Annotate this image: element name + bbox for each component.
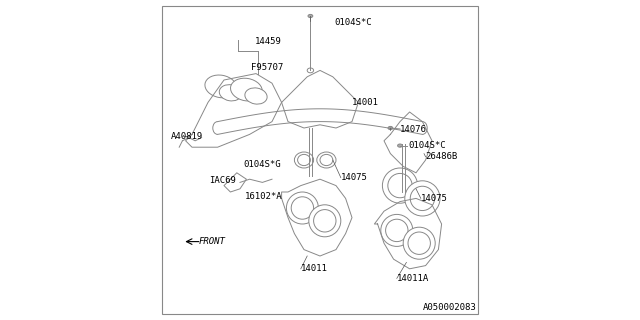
Ellipse shape [294, 152, 314, 168]
Text: 14011: 14011 [301, 264, 328, 273]
Circle shape [309, 205, 341, 237]
Text: A050002083: A050002083 [422, 303, 476, 312]
Circle shape [388, 173, 412, 198]
Ellipse shape [298, 155, 310, 166]
Text: 14459: 14459 [254, 37, 281, 46]
Circle shape [410, 186, 435, 211]
Circle shape [404, 181, 440, 216]
Ellipse shape [245, 88, 267, 104]
Text: 0104S*G: 0104S*G [243, 160, 281, 169]
Text: 14001: 14001 [352, 98, 379, 107]
Text: 0104S*C: 0104S*C [334, 18, 372, 27]
Text: 16102*A: 16102*A [245, 192, 282, 201]
Text: 14075: 14075 [421, 194, 447, 203]
Text: 0104S*C: 0104S*C [408, 141, 445, 150]
Text: A40819: A40819 [172, 132, 204, 140]
Ellipse shape [308, 14, 313, 18]
Ellipse shape [397, 144, 403, 147]
Circle shape [381, 214, 413, 246]
Circle shape [385, 219, 408, 242]
Ellipse shape [205, 75, 237, 98]
Text: 14075: 14075 [340, 173, 367, 182]
Ellipse shape [388, 126, 393, 130]
Circle shape [408, 232, 431, 254]
Circle shape [403, 227, 435, 259]
Ellipse shape [317, 152, 336, 168]
Text: 14011A: 14011A [397, 274, 429, 283]
Text: IAC69: IAC69 [210, 176, 236, 185]
Text: F95707: F95707 [251, 63, 284, 72]
Text: 14076: 14076 [400, 125, 427, 134]
Circle shape [287, 192, 319, 224]
Circle shape [383, 168, 418, 203]
Ellipse shape [220, 85, 241, 101]
Ellipse shape [230, 78, 262, 101]
Text: FRONT: FRONT [198, 237, 225, 246]
Ellipse shape [320, 155, 333, 166]
Ellipse shape [307, 68, 314, 73]
Circle shape [314, 210, 336, 232]
Text: 26486B: 26486B [426, 152, 458, 161]
Circle shape [291, 197, 314, 219]
